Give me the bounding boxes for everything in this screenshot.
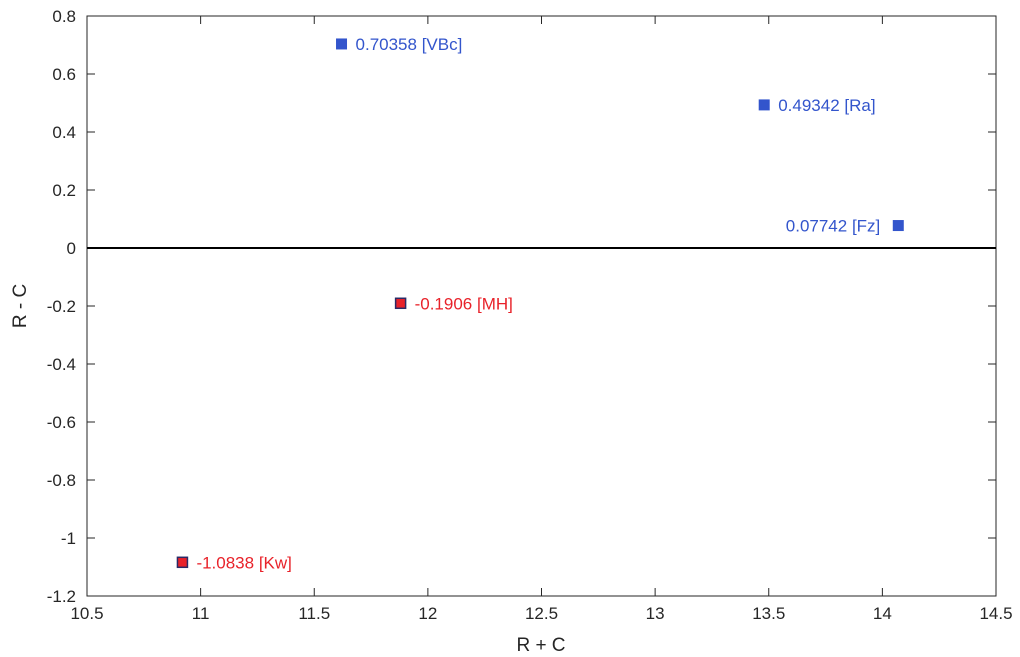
y-tick-label: -1.2 xyxy=(47,587,76,606)
data-point-label: -1.0838 [Kw] xyxy=(196,553,291,572)
data-point-label: 0.70358 [VBc] xyxy=(356,35,463,54)
x-tick-label: 13 xyxy=(646,604,665,623)
data-point-marker xyxy=(892,220,904,232)
y-tick-label: 0.6 xyxy=(52,65,76,84)
y-tick-label: -0.4 xyxy=(47,355,76,374)
x-tick-label: 11.5 xyxy=(298,604,330,623)
data-point-label: 0.07742 [Fz] xyxy=(786,217,881,236)
y-axis-title: R - C xyxy=(10,284,31,328)
y-tick-label: -0.8 xyxy=(47,471,76,490)
y-tick-label: 0.2 xyxy=(52,181,76,200)
data-point-label: -0.1906 [MH] xyxy=(415,294,513,313)
y-tick-label: -0.2 xyxy=(47,297,76,316)
x-axis-title: R + C xyxy=(516,635,565,656)
x-axis: 10.5 11 11.5 12 12.5 13 13.5 14 14.5 xyxy=(70,16,1013,623)
y-tick-label: 0.8 xyxy=(52,7,76,26)
y-tick-label: 0 xyxy=(67,239,76,258)
x-tick-label: 11 xyxy=(192,604,210,623)
data-point-marker xyxy=(394,297,407,310)
plot-area xyxy=(86,15,997,597)
data-point-marker xyxy=(758,99,770,111)
x-tick-label: 10.5 xyxy=(70,604,103,623)
data-point-marker xyxy=(176,556,189,569)
x-tick-label: 13.5 xyxy=(752,604,785,623)
data-points: 0.70358 [VBc] 0.49342 [Ra] 0.07742 [Fz] -0.… xyxy=(176,35,904,572)
y-tick-label: -0.6 xyxy=(47,413,76,432)
data-point-label: 0.49342 [Ra] xyxy=(778,96,875,115)
y-axis: -1.2 -1 -0.8 -0.6 -0.4 -0.2 0 0.2 0.4 0.6 0.8 xyxy=(47,7,996,606)
x-tick-label: 14.5 xyxy=(979,604,1012,623)
x-tick-label: 12.5 xyxy=(525,604,558,623)
x-tick-label: 14 xyxy=(873,604,892,623)
y-tick-label: -1 xyxy=(61,529,76,548)
y-tick-label: 0.4 xyxy=(52,123,76,142)
data-point-marker xyxy=(336,38,348,50)
x-tick-label: 12 xyxy=(418,604,437,623)
